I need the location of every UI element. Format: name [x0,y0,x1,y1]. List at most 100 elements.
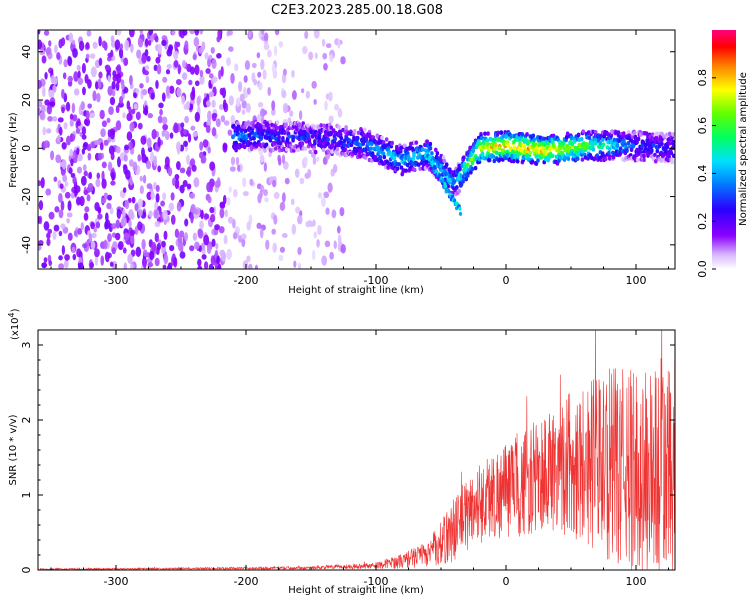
heatmap-signal-cell [369,146,373,151]
heatmap-signal-cell [464,177,469,182]
heatmap-signal-cell [278,141,283,146]
heatmap-noise-cell [111,129,116,136]
heatmap-noise-cell [309,221,314,228]
heatmap-signal-cell [395,166,400,171]
heatmap-noise-cell [271,100,276,111]
heatmap-noise-cell [179,184,185,194]
heatmap-noise-cell [209,184,213,193]
heatmap-noise-cell [124,199,130,210]
heatmap-signal-cell [513,137,518,143]
heatmap-noise-cell [84,206,90,213]
heatmap-y-tick-label: -20 [20,188,33,206]
heatmap-noise-cell [171,30,176,36]
heatmap-signal-cell [380,135,384,140]
heatmap-noise-cell [162,76,168,83]
heatmap-signal-cell [404,168,408,173]
heatmap-noise-cell [38,79,42,89]
snr-x-tick-label: -200 [234,575,259,588]
heatmap-noise-cell [189,192,196,199]
heatmap-noise-cell [123,86,129,94]
snr-plot-area [38,330,675,570]
heatmap-noise-cell [173,122,179,134]
heatmap-noise-cell [190,212,194,224]
heatmap-y-label: Frequency (Hz) [8,112,19,188]
heatmap-noise-cell [314,52,318,60]
heatmap-signal-cell [672,131,675,137]
heatmap-noise-cell [219,249,226,258]
heatmap-noise-cell [53,176,58,182]
heatmap-signal-cell [282,130,287,135]
heatmap-noise-cell [38,39,43,50]
heatmap-noise-cell [48,40,52,47]
heatmap-noise-cell [55,154,62,164]
heatmap-noise-cell [118,101,124,108]
heatmap-signal-cell [297,122,302,127]
heatmap-noise-cell [207,195,212,204]
heatmap-signal-cell [515,159,520,164]
heatmap-noise-cell [117,156,121,168]
heatmap-branch-cell [438,173,442,178]
heatmap-noise-cell [132,161,138,173]
heatmap-noise-cell [48,211,55,220]
heatmap-signal-cell [520,132,525,137]
heatmap-noise-cell [72,39,76,45]
heatmap-noise-cell [199,30,204,35]
heatmap-noise-cell [68,32,74,43]
heatmap-noise-cell [155,193,160,203]
colorbar-tick-label: 0.2 [696,212,709,230]
heatmap-signal-cell [465,162,470,167]
heatmap-signal-cell [668,141,672,146]
heatmap-noise-cell [227,30,233,36]
heatmap-noise-cell [170,214,176,225]
chart-title: C2E3.2023.285.00.18.G08 [271,3,443,18]
heatmap-signal-cell [306,123,310,128]
heatmap-noise-cell [184,231,189,242]
heatmap-noise-cell [323,191,330,199]
heatmap-noise-cell [61,88,65,99]
heatmap-signal-cell [491,154,496,159]
heatmap-noise-cell [76,153,83,162]
heatmap-noise-cell [313,99,317,105]
heatmap-noise-cell [71,246,76,254]
heatmap-signal-cell [430,151,434,156]
heatmap-noise-cell [118,96,124,105]
heatmap-noise-cell [334,104,340,111]
heatmap-noise-cell [128,159,134,167]
heatmap-noise-cell [85,41,90,50]
heatmap-noise-cell [54,206,60,213]
heatmap-signal-cell [611,155,616,160]
heatmap-signal-cell [260,131,265,137]
heatmap-noise-cell [89,262,95,269]
heatmap-signal-cell [653,152,657,158]
heatmap-noise-cell [79,195,85,207]
heatmap-noise-cell [300,88,305,94]
heatmap-noise-cell [203,261,209,269]
heatmap-noise-cell [154,200,159,212]
heatmap-noise-cell [63,259,69,269]
heatmap-noise-cell [154,35,159,43]
colorbar: 0.0 0.2 0.4 0.6 0.8 Normalized spectral ampl… [696,30,749,278]
heatmap-signal-cell [628,144,632,149]
heatmap-signal-cell [381,151,386,156]
heatmap-noise-cell [181,95,185,105]
heatmap-noise-cell [304,30,309,40]
heatmap-signal-cell [493,146,497,152]
heatmap-signal-cell [636,157,640,163]
heatmap-noise-cell [141,239,146,250]
heatmap-signal-cell [352,128,357,134]
heatmap-noise-cell [253,78,258,86]
heatmap-noise-cell [201,254,207,260]
heatmap-noise-cell [107,85,113,96]
heatmap-noise-cell [263,42,270,51]
heatmap-noise-cell [44,72,48,80]
heatmap-noise-cell [161,240,166,248]
heatmap-signal-cell [264,142,269,147]
heatmap-signal-cell [566,156,571,161]
heatmap-signal-cell [598,141,603,146]
heatmap-noise-cell [42,86,46,98]
heatmap-noise-cell [204,213,210,220]
heatmap-noise-cell [141,54,147,64]
heatmap-signal-cell [565,131,570,136]
heatmap-noise-cell [103,239,108,250]
heatmap-noise-cell [83,212,89,221]
